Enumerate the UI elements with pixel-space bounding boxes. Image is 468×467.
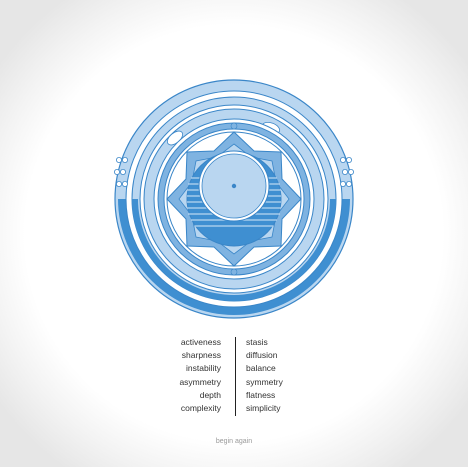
attribute-activeness: activeness	[180, 337, 221, 347]
attribute-depth: depth	[199, 389, 221, 400]
star-dots	[230, 122, 238, 276]
right-bead-cluster	[339, 157, 354, 188]
mandala-graphic	[114, 79, 354, 319]
attribute-divider	[235, 337, 236, 416]
attribute-stasis: stasis	[246, 337, 268, 347]
attribute-asymmetry: asymmetry	[179, 376, 221, 387]
attribute-simplicity: simplicity	[246, 403, 281, 414]
center-dot	[231, 183, 237, 189]
attribute-complexity: complexity	[180, 403, 221, 414]
attribute-instability: instability	[186, 363, 221, 374]
begin-again-link[interactable]: begin again	[215, 438, 253, 445]
attribute-symmetry: symmetry	[246, 376, 283, 387]
left-bead-cluster	[114, 157, 128, 188]
attribute-diffusion: diffusion	[246, 350, 278, 361]
attribute-flatness: flatness	[246, 389, 276, 400]
right-attribute-list: stasis diffusion balance symmetry flatne…	[246, 336, 283, 415]
attribute-sharpness: sharpness	[181, 350, 221, 361]
attribute-balance: balance	[246, 363, 276, 374]
left-attribute-list: activeness sharpness instability asymmet…	[179, 336, 221, 415]
